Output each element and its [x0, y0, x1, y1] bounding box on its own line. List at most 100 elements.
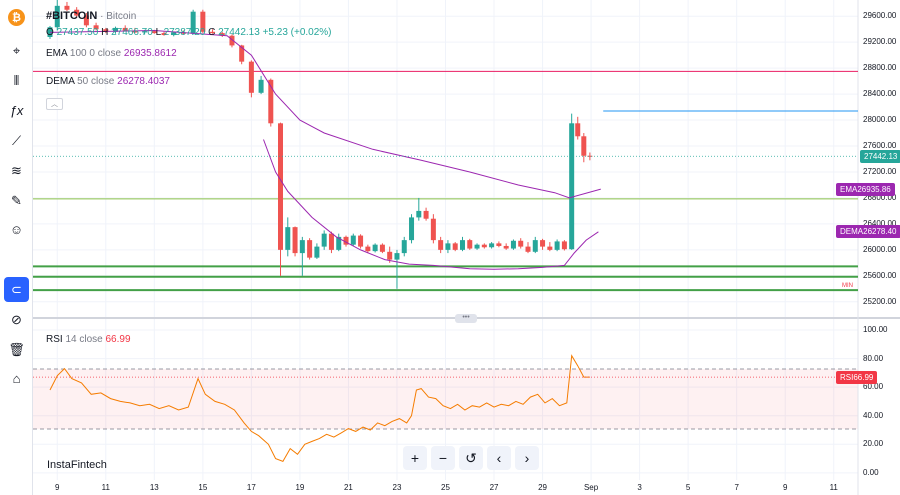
bitcoin-icon[interactable]: ₿ — [8, 9, 25, 26]
candle-body — [47, 27, 53, 37]
candle-body — [452, 243, 458, 250]
dema-tag-value: 26278.40 — [863, 227, 897, 237]
candle-body — [489, 243, 495, 248]
fib-icon[interactable]: ≋ — [11, 162, 22, 178]
time-tick-label: 15 — [198, 483, 208, 492]
symbol-ticker[interactable]: #BITCOIN — [46, 10, 98, 22]
candle-body — [328, 233, 334, 250]
zoom-out-button[interactable]: − — [431, 446, 455, 470]
candle-body — [438, 240, 444, 250]
candle-body — [239, 45, 245, 62]
eye-off-icon[interactable]: ⊘ — [11, 311, 22, 327]
candle-body — [575, 123, 581, 137]
pane-resize-handle[interactable]: ••• — [455, 314, 477, 323]
ema-tag: EMA 26935.86 — [836, 182, 895, 196]
reset-button[interactable]: ↺ — [459, 446, 483, 470]
time-tick-label: 17 — [246, 483, 256, 492]
price-tick-label: 25200.00 — [863, 296, 897, 306]
dema-tag: DEMA 26278.40 — [836, 225, 900, 239]
rsi-tick-label: 80.00 — [863, 353, 884, 363]
time-tick-label: 5 — [685, 483, 691, 492]
price-tick-label: 28400.00 — [863, 89, 897, 99]
candle-body — [445, 243, 451, 250]
price-chart[interactable] — [33, 0, 900, 495]
emoji-icon[interactable]: ☺ — [9, 222, 24, 237]
candle-body — [285, 227, 291, 250]
candle-body — [525, 246, 531, 252]
candle-body — [229, 35, 235, 46]
trend-line-icon[interactable]: ⟋ — [11, 132, 22, 148]
time-tick-label: 27 — [489, 483, 499, 492]
candle-body — [540, 240, 546, 247]
price-tick-label: 29200.00 — [863, 37, 897, 47]
time-tick-label: 29 — [538, 483, 547, 492]
candle-body — [481, 244, 487, 248]
time-tick-label: 11 — [101, 483, 110, 492]
candle-body — [561, 241, 567, 250]
candle-body — [503, 245, 509, 249]
candle-body — [401, 240, 407, 254]
collapse-legend-button[interactable]: ︿ — [46, 98, 63, 110]
rsi-legend[interactable]: RSI 14 close 66.99 — [46, 334, 131, 345]
candle-body — [365, 246, 371, 252]
candle-body — [122, 27, 128, 31]
candle-body — [387, 251, 393, 260]
candle-body — [409, 217, 415, 241]
left-toolbar: ₿ ⌖ ⫴ ƒx ⟋ ≋ ✎ ☺ ⊂ ⊘ 🗑 ⌂ — [0, 0, 33, 495]
symbol-legend: #BITCOIN · Bitcoin — [46, 10, 137, 22]
rsi-band-fill — [33, 369, 858, 429]
candle-body — [103, 29, 109, 32]
candle-body — [416, 210, 422, 218]
candle-body — [474, 244, 480, 249]
candles — [47, 0, 593, 289]
ema-tag-label: EMA — [840, 184, 858, 194]
candle-body — [459, 240, 465, 250]
high-value: 27466.70 — [111, 27, 153, 38]
candle-body — [336, 236, 342, 250]
scroll-right-button[interactable]: › — [515, 446, 539, 470]
brush-icon[interactable]: ✎ — [11, 192, 22, 208]
candle-body — [299, 240, 305, 254]
trash-icon[interactable]: 🗑 — [8, 341, 25, 357]
candle-body — [54, 5, 60, 28]
drag-dots-icon: ••• — [462, 314, 470, 321]
cursor-icon[interactable]: ⌖ — [12, 42, 21, 58]
scroll-left-button[interactable]: ‹ — [487, 446, 511, 470]
ema-label: EMA — [46, 48, 68, 59]
time-tick-label: 9 — [782, 483, 788, 492]
zoom-in-button[interactable]: + — [403, 446, 427, 470]
rsi-tick-label: 60.00 — [863, 382, 884, 392]
candles-icon[interactable]: ⫴ — [13, 72, 20, 88]
time-tick-label: 3 — [637, 483, 642, 492]
dema-value: 26278.4037 — [117, 76, 170, 87]
rsi-tick-label: 40.00 — [863, 410, 884, 420]
price-tick-label: 28000.00 — [863, 115, 897, 125]
candle-body — [581, 136, 587, 156]
price-tick-label: 26800.00 — [863, 192, 897, 202]
candle-body — [372, 244, 378, 252]
candle-body — [268, 79, 274, 124]
ema-value: 26935.8612 — [123, 48, 177, 59]
low-value: 27387.20 — [163, 27, 206, 38]
ema-legend[interactable]: EMA 100 0 close 26935.8612 — [46, 48, 177, 59]
time-tick-label: Sep — [583, 483, 599, 492]
dema-legend[interactable]: DEMA 50 close 26278.4037 — [46, 76, 170, 87]
candle-body — [569, 123, 575, 250]
magnet-icon[interactable]: ⊂ — [4, 277, 29, 302]
symbol-name: Bitcoin — [106, 11, 137, 22]
snapshot-icon[interactable]: ⌂ — [12, 371, 21, 386]
rsi-tick-label: 0.00 — [863, 467, 879, 477]
candle-body — [161, 33, 167, 36]
price-tick-label: 28800.00 — [863, 63, 897, 73]
candle-body — [307, 240, 313, 258]
candle-body — [379, 244, 385, 252]
rsi-params: 14 close — [65, 334, 103, 345]
time-tick-label: 23 — [392, 483, 402, 492]
fx-icon[interactable]: ƒx — [9, 103, 24, 118]
time-tick-label: 19 — [295, 483, 305, 492]
candle-body — [74, 9, 80, 16]
price-tick-label: 27200.00 — [863, 166, 897, 176]
rsi-line — [49, 354, 590, 463]
price-tick-label: 26000.00 — [863, 244, 897, 254]
open-label: O — [46, 27, 54, 38]
